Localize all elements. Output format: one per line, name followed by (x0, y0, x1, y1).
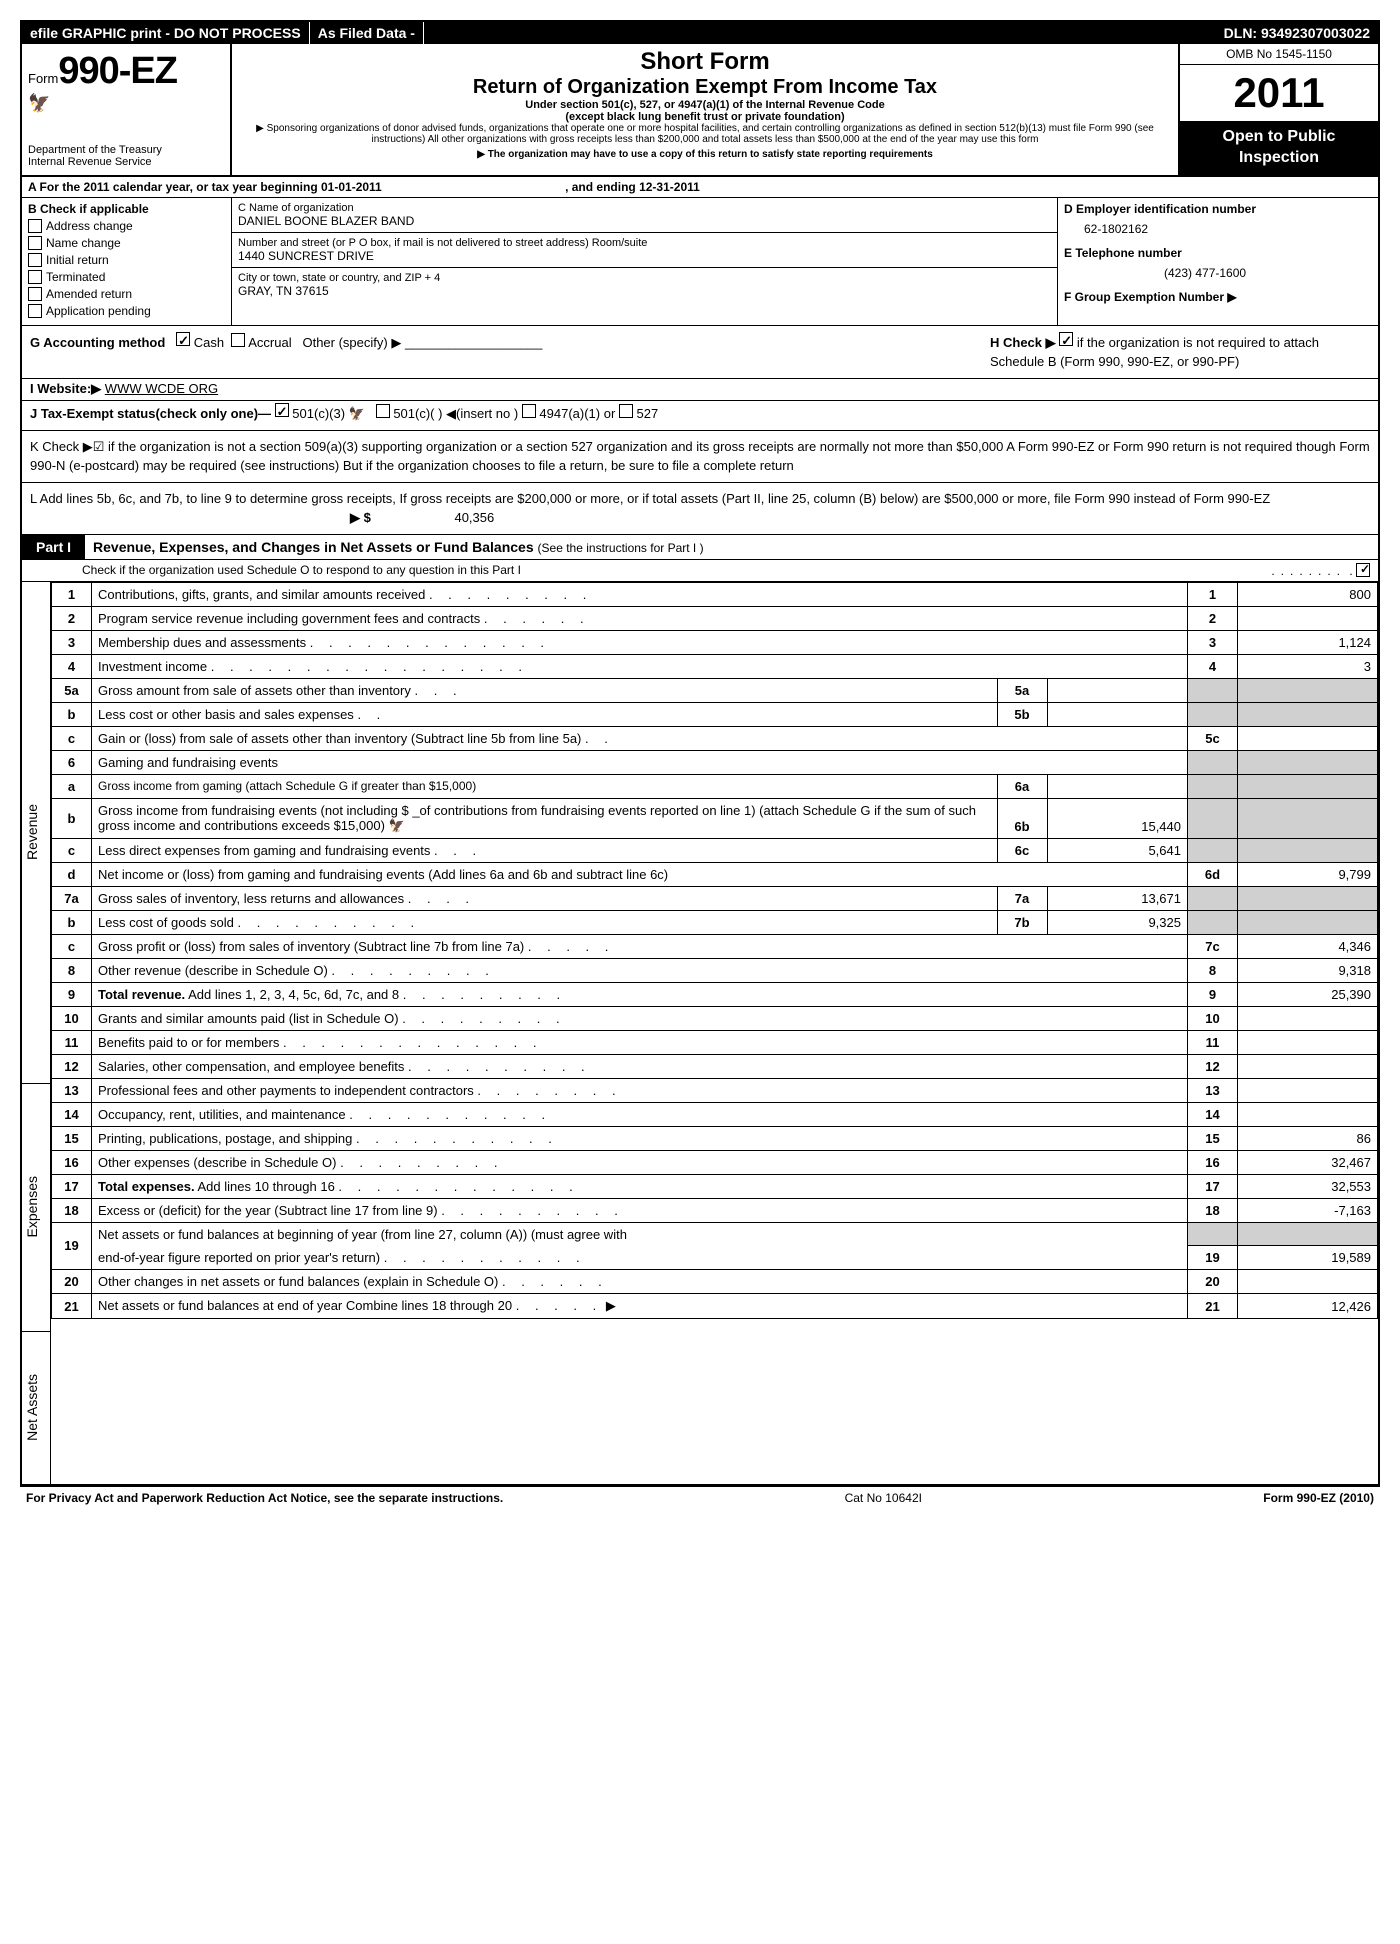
chk-amended[interactable] (28, 287, 42, 301)
efile-notice: efile GRAPHIC print - DO NOT PROCESS (22, 22, 310, 44)
netassets-label: Net Assets (22, 1364, 50, 1451)
row-gh: G Accounting method Cash Accrual Other (… (22, 326, 1378, 379)
addr-label: Number and street (or P O box, if mail i… (238, 237, 1051, 249)
col-b-title: B Check if applicable (28, 202, 225, 216)
line4-val: 3 (1238, 654, 1378, 678)
header: Form990-EZ 🦅 Department of the Treasury … (22, 44, 1378, 177)
copy-text: ▶ The organization may have to use a cop… (240, 149, 1170, 160)
org-addr: 1440 SUNCREST DRIVE (238, 249, 1051, 263)
chk-sched-o[interactable] (1356, 563, 1370, 577)
chk-cash[interactable] (176, 332, 190, 346)
line17-val: 32,553 (1238, 1174, 1378, 1198)
part1-label: Part I (22, 535, 85, 559)
section-bcd: B Check if applicable Address change Nam… (22, 198, 1378, 326)
row-l: L Add lines 5b, 6c, and 7b, to line 9 to… (22, 483, 1378, 535)
revenue-label: Revenue (22, 794, 50, 870)
chk-address[interactable] (28, 219, 42, 233)
line6b-val: 15,440 (1047, 799, 1187, 838)
subtitle-2: (except black lung benefit trust or priv… (240, 111, 1170, 123)
privacy-notice: For Privacy Act and Paperwork Reduction … (26, 1491, 503, 1505)
asfiled-label: As Filed Data - (310, 22, 424, 44)
dept-treasury: Department of the Treasury (28, 144, 224, 156)
row-j: J Tax-Exempt status(check only one)— 501… (22, 401, 1378, 431)
form-prefix: Form (28, 71, 58, 86)
chk-initial[interactable] (28, 253, 42, 267)
line18-val: -7,163 (1238, 1198, 1378, 1222)
cat-no: Cat No 10642I (845, 1491, 922, 1505)
chk-527[interactable] (619, 404, 633, 418)
chk-sched-b[interactable] (1059, 332, 1073, 346)
org-name: DANIEL BOONE BLAZER BAND (238, 214, 1051, 228)
sponsor-text: ▶ Sponsoring organizations of donor advi… (240, 123, 1170, 145)
gross-receipts: 40,356 (454, 510, 494, 525)
org-name-label: C Name of organization (238, 202, 1051, 214)
form-ref: Form 990-EZ (2010) (1263, 1491, 1374, 1505)
row-i: I Website:▶ WWW WCDE ORG (22, 379, 1378, 402)
tax-year: 2011 (1180, 65, 1378, 121)
chk-501c[interactable] (376, 404, 390, 418)
chk-4947[interactable] (522, 404, 536, 418)
chk-accrual[interactable] (231, 333, 245, 347)
line19-val: 19,589 (1238, 1246, 1378, 1270)
side-labels: Revenue Expenses Net Assets (22, 582, 51, 1484)
line7a-val: 13,671 (1047, 887, 1187, 910)
col-d: D Employer identification number 62-1802… (1058, 198, 1378, 325)
return-title: Return of Organization Exempt From Incom… (240, 76, 1170, 99)
tel-value: (423) 477-1600 (1164, 266, 1372, 280)
part1-check: Check if the organization used Schedule … (22, 560, 1378, 582)
line21-val: 12,426 (1238, 1294, 1378, 1319)
chk-terminated[interactable] (28, 270, 42, 284)
line1-val: 800 (1238, 582, 1378, 606)
line7c-val: 4,346 (1238, 934, 1378, 958)
col-b: B Check if applicable Address change Nam… (22, 198, 232, 325)
chk-501c3[interactable] (275, 403, 289, 417)
col-c: C Name of organization DANIEL BOONE BLAZ… (232, 198, 1058, 325)
ein-label: D Employer identification number (1064, 202, 1372, 216)
short-form-title: Short Form (240, 48, 1170, 76)
line15-val: 86 (1238, 1126, 1378, 1150)
website-value: WWW WCDE ORG (105, 381, 218, 396)
chk-pending[interactable] (28, 304, 42, 318)
form-990ez: efile GRAPHIC print - DO NOT PROCESS As … (20, 20, 1380, 1486)
part1-body: Revenue Expenses Net Assets 1Contributio… (22, 582, 1378, 1484)
subtitle-1: Under section 501(c), 527, or 4947(a)(1)… (240, 99, 1170, 111)
form-number: 990-EZ (58, 50, 177, 92)
part1-header: Part I Revenue, Expenses, and Changes in… (22, 535, 1378, 560)
row-k: K Check ▶☑ if the organization is not a … (22, 431, 1378, 483)
irs-label: Internal Revenue Service (28, 156, 224, 168)
footer: For Privacy Act and Paperwork Reduction … (20, 1486, 1380, 1509)
top-bar: efile GRAPHIC print - DO NOT PROCESS As … (22, 22, 1378, 44)
group-label: F Group Exemption Number (1064, 290, 1224, 304)
line3-val: 1,124 (1238, 630, 1378, 654)
dln: DLN: 93492307003022 (1216, 22, 1378, 44)
line9-val: 25,390 (1238, 982, 1378, 1006)
tel-label: E Telephone number (1064, 246, 1372, 260)
line7b-val: 9,325 (1047, 911, 1187, 934)
omb-number: OMB No 1545-1150 (1180, 44, 1378, 65)
expenses-label: Expenses (22, 1166, 50, 1247)
city-label: City or town, state or country, and ZIP … (238, 272, 1051, 284)
ein-value: 62-1802162 (1084, 222, 1372, 236)
row-a: A For the 2011 calendar year, or tax yea… (22, 177, 1378, 198)
org-city: GRAY, TN 37615 (238, 284, 1051, 298)
line6c-val: 5,641 (1047, 839, 1187, 862)
line8-val: 9,318 (1238, 958, 1378, 982)
chk-name[interactable] (28, 236, 42, 250)
open-public: Open to Public Inspection (1180, 121, 1378, 175)
line6d-val: 9,799 (1238, 862, 1378, 886)
lines-table: 1Contributions, gifts, grants, and simil… (51, 582, 1378, 1320)
line16-val: 32,467 (1238, 1150, 1378, 1174)
